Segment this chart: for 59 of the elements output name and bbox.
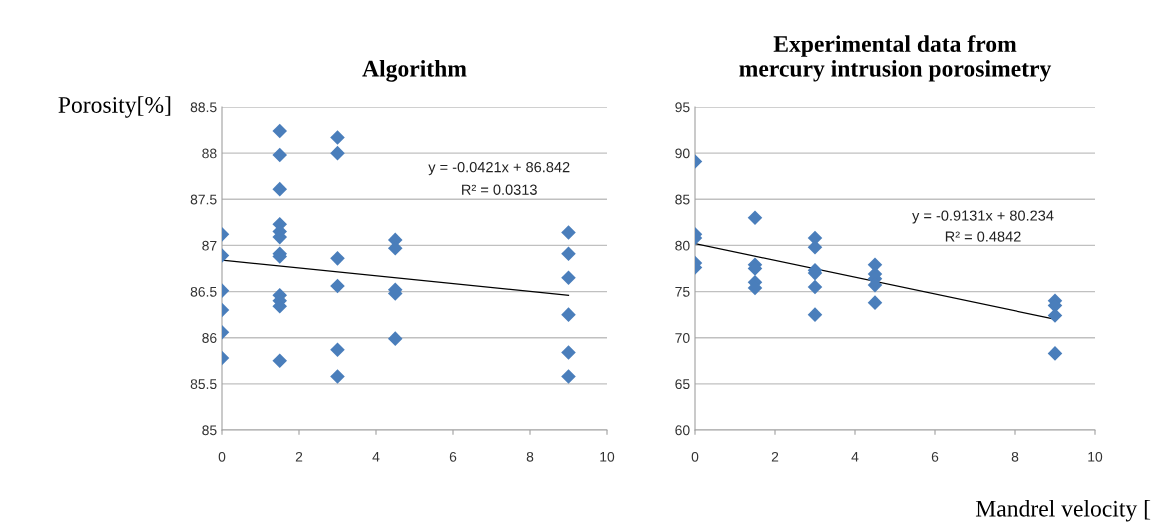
point [561,270,576,286]
y-tick-label: 87 [202,240,217,251]
point [272,147,288,163]
y-tick-label: 86.5 [190,286,217,297]
point [330,278,345,294]
chart-title: Algorithm [362,60,467,82]
point [561,369,576,384]
point [272,353,288,369]
point [330,130,345,145]
point [561,225,576,240]
x-tick-label: 10 [1088,451,1103,462]
point [1047,346,1063,361]
y-tick-label: 88.5 [190,102,217,113]
point [561,345,576,360]
y-tick-label: 85 [675,194,690,205]
y-tick-label: 65 [675,379,690,390]
y-axis-title: Porosity[%] [58,96,171,118]
y-tick-label: 87.5 [190,194,217,205]
x-tick-label: 0 [218,451,226,462]
x-tick-label: 4 [851,452,859,462]
y-tick-label: 80 [675,240,690,251]
x-tick-label: 8 [526,451,534,462]
point [561,307,576,322]
annotation: R² = 0.4842 [945,231,1021,242]
chart-title: Experimental data from mercury intrusion porosimetry [739,35,1052,82]
y-tick-label: 90 [675,148,690,159]
annotation: y = -0.0421x + 86.842 [428,161,570,176]
x-tick-label: 2 [771,451,779,462]
point [387,331,403,346]
y-tick-label: 60 [675,425,690,436]
point [330,369,345,384]
x-tick-label: 4 [372,452,380,462]
point [330,342,345,357]
y-tick-label: 86 [202,333,217,343]
y-tick-label: 85.5 [190,379,217,390]
x-axis-title: Mandrel velocity [ [975,500,1151,522]
point [330,251,345,266]
x-tick-label: 10 [600,451,615,462]
annotation: R² = 0.0313 [462,184,537,195]
point [1047,308,1063,323]
point [807,307,823,322]
y-tick-label: 95 [675,102,690,113]
point [561,246,576,262]
annotation: y = -0.9131x + 80.234 [912,210,1054,224]
point [330,145,345,161]
x-tick-label: 2 [295,451,303,462]
point [272,123,288,139]
point [807,279,823,295]
y-tick-label: 75 [675,287,690,297]
point [747,210,763,226]
point [867,295,883,310]
x-tick-label: 6 [931,451,939,462]
y-tick-label: 88 [202,148,217,159]
point [272,181,288,197]
x-tick-label: 0 [691,451,699,462]
y-tick-label: 70 [675,333,690,343]
y-tick-label: 85 [202,425,217,436]
x-tick-label: 8 [1011,451,1019,462]
x-tick-label: 6 [449,451,457,462]
